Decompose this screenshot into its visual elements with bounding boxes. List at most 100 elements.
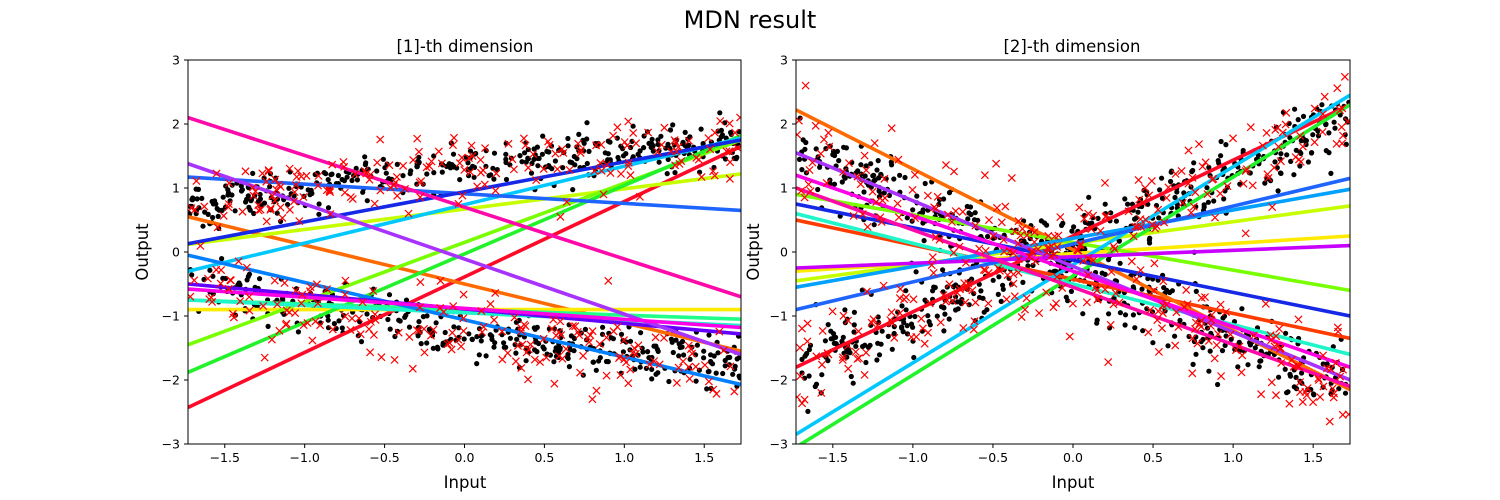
data-point xyxy=(651,343,657,349)
data-point xyxy=(316,201,322,207)
sample-point xyxy=(449,133,459,142)
sample-point xyxy=(844,159,854,168)
data-point xyxy=(900,329,906,335)
data-point xyxy=(889,346,895,352)
sample-point xyxy=(812,352,821,361)
sample-point xyxy=(1267,378,1276,387)
sample-point xyxy=(1184,179,1193,188)
sample-point xyxy=(1020,305,1030,314)
data-point xyxy=(693,378,699,384)
data-point xyxy=(1186,333,1192,340)
sample-point xyxy=(530,355,539,364)
data-point xyxy=(1310,132,1316,138)
data-point xyxy=(1059,222,1065,228)
sample-point xyxy=(588,327,597,336)
mixture-line-12 xyxy=(188,138,741,246)
sample-point xyxy=(248,183,257,192)
sample-point xyxy=(443,340,452,349)
data-point xyxy=(339,176,345,183)
sample-point xyxy=(1203,190,1212,199)
data-point xyxy=(1177,317,1183,323)
data-point xyxy=(646,355,652,361)
x-tick-label: −1.5 xyxy=(210,450,240,465)
data-point xyxy=(1328,170,1334,176)
sample-point xyxy=(571,322,580,331)
data-point xyxy=(858,162,864,168)
sample-point xyxy=(886,316,895,325)
sample-point xyxy=(480,180,489,189)
sample-point xyxy=(1206,321,1215,330)
sample-point xyxy=(843,316,853,325)
x-tick-label: 1.0 xyxy=(1223,450,1243,465)
data-point xyxy=(503,176,510,183)
data-point xyxy=(457,177,463,183)
y-tick-label: −1 xyxy=(162,309,180,324)
sample-point xyxy=(943,210,953,219)
data-point xyxy=(513,350,519,356)
data-point xyxy=(903,307,909,313)
data-point xyxy=(557,345,563,351)
sample-point xyxy=(602,371,611,380)
data-point xyxy=(655,348,661,354)
sample-point xyxy=(259,301,268,311)
sample-point xyxy=(437,159,446,168)
sample-point xyxy=(1207,315,1216,324)
sample-point xyxy=(624,162,633,171)
sample-point xyxy=(725,147,734,156)
sample-point xyxy=(894,213,903,222)
sample-point xyxy=(1277,358,1286,368)
data-point xyxy=(913,269,919,275)
data-point xyxy=(920,209,926,216)
sample-point xyxy=(212,169,221,178)
sample-point xyxy=(719,346,728,355)
sample-point xyxy=(670,136,679,145)
data-point xyxy=(925,313,931,319)
data-point xyxy=(236,280,242,286)
sample-point xyxy=(1318,110,1327,119)
sample-point xyxy=(1171,341,1180,350)
sample-point xyxy=(354,314,364,323)
data-point xyxy=(265,323,271,329)
sample-point xyxy=(1210,213,1220,222)
sample-point xyxy=(415,178,424,187)
sample-point xyxy=(356,330,365,339)
sample-point xyxy=(468,151,477,161)
data-point xyxy=(966,302,972,308)
data-point xyxy=(403,312,409,318)
data-point xyxy=(552,158,559,164)
sample-point xyxy=(1302,391,1311,400)
data-point xyxy=(713,370,719,376)
data-point xyxy=(584,120,590,126)
data-point xyxy=(517,153,523,159)
x-axis-label: Input xyxy=(1052,473,1095,492)
sample-point xyxy=(219,211,228,220)
data-point xyxy=(1303,141,1309,148)
data-point xyxy=(822,338,829,344)
sample-point xyxy=(404,209,413,218)
data-point xyxy=(656,159,662,165)
data-point xyxy=(607,139,613,145)
sample-point xyxy=(1316,392,1325,402)
data-point xyxy=(286,185,292,191)
data-point xyxy=(618,331,625,337)
data-point xyxy=(1275,188,1281,194)
sample-point xyxy=(959,323,968,333)
sample-point xyxy=(804,180,813,189)
data-point xyxy=(600,324,606,330)
data-point xyxy=(466,331,472,337)
sample-point xyxy=(920,339,929,348)
sample-point xyxy=(1104,358,1113,367)
data-point xyxy=(483,148,489,154)
sample-point xyxy=(457,153,466,162)
sample-point xyxy=(936,318,945,327)
data-point xyxy=(478,338,484,344)
sample-point xyxy=(224,203,233,212)
data-point xyxy=(848,373,854,380)
sample-point xyxy=(414,326,423,335)
sample-point xyxy=(1056,213,1065,222)
data-point xyxy=(593,367,599,373)
data-point xyxy=(1132,216,1138,222)
sample-point xyxy=(599,190,608,199)
data-point xyxy=(666,378,672,385)
sample-point xyxy=(816,149,825,158)
